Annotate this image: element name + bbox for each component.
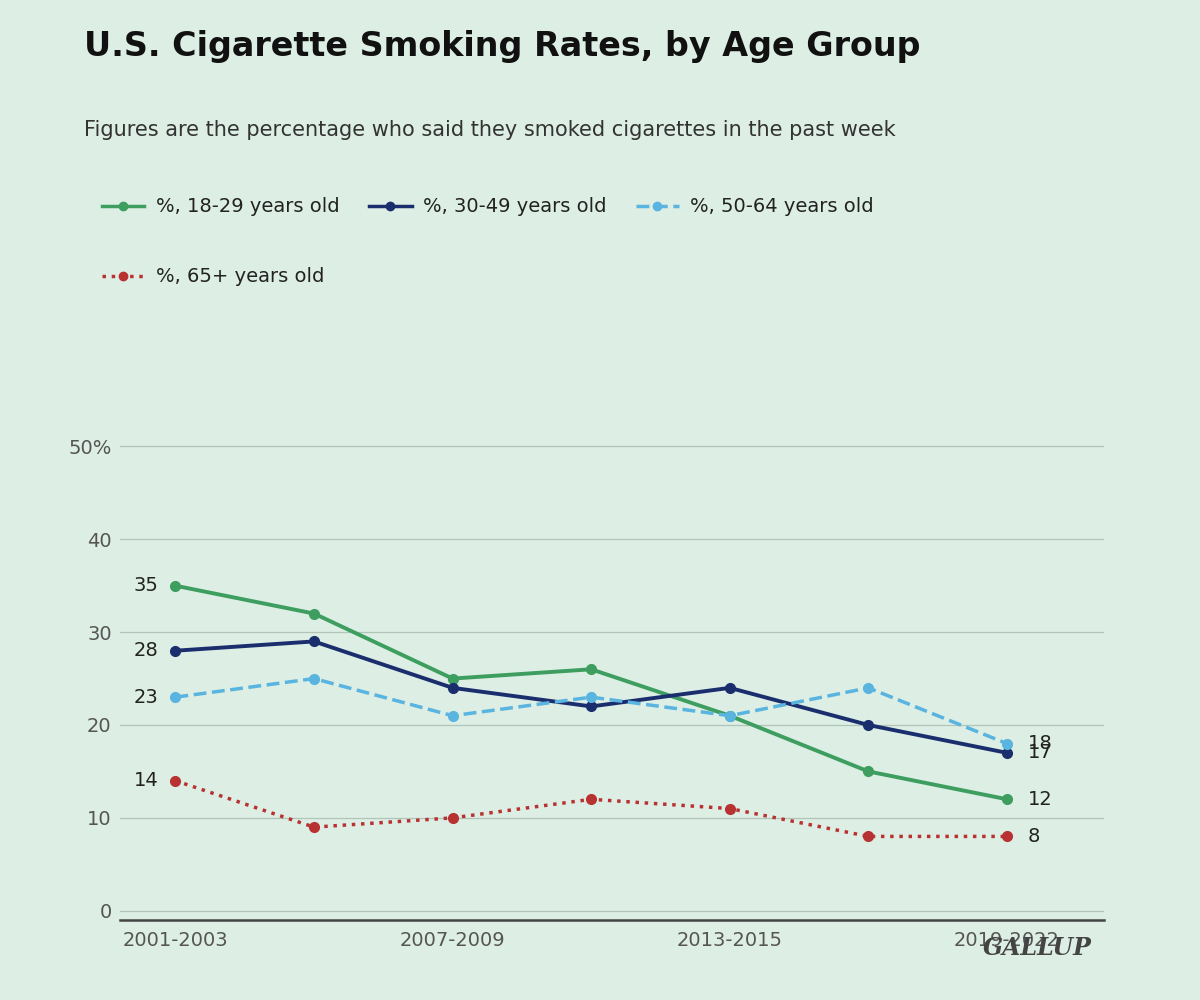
- Text: 17: 17: [1027, 743, 1052, 762]
- Legend: %, 18-29 years old, %, 30-49 years old, %, 50-64 years old: %, 18-29 years old, %, 30-49 years old, …: [94, 190, 882, 224]
- Text: 12: 12: [1027, 790, 1052, 809]
- Text: GALLUP: GALLUP: [983, 936, 1092, 960]
- Legend: %, 65+ years old: %, 65+ years old: [94, 260, 332, 294]
- Text: 14: 14: [134, 771, 158, 790]
- Text: 18: 18: [1027, 734, 1052, 753]
- Text: 35: 35: [134, 576, 158, 595]
- Text: 28: 28: [134, 641, 158, 660]
- Text: Figures are the percentage who said they smoked cigarettes in the past week: Figures are the percentage who said they…: [84, 120, 895, 140]
- Text: U.S. Cigarette Smoking Rates, by Age Group: U.S. Cigarette Smoking Rates, by Age Gro…: [84, 30, 920, 63]
- Text: 23: 23: [134, 688, 158, 707]
- Text: 8: 8: [1027, 827, 1040, 846]
